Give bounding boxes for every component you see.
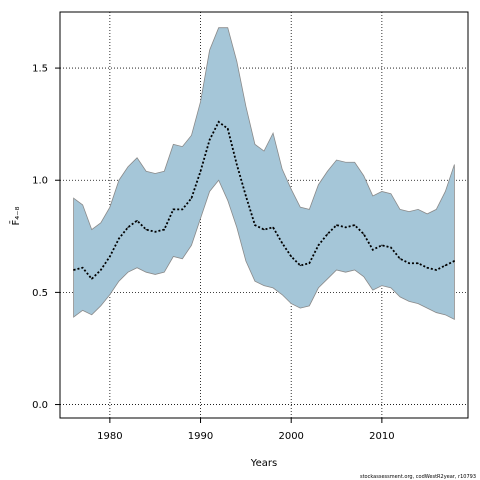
y-tick-label: 1.5	[32, 64, 48, 75]
plot-frame	[59, 11, 469, 419]
estimate-point	[290, 255, 292, 258]
x-tick-label: 2000	[278, 431, 303, 442]
y-axis: 0.0 0.5 1.0 1.5	[32, 64, 60, 411]
estimate-point	[354, 224, 356, 226]
y-tick-label: 1.0	[32, 176, 48, 187]
estimate-point	[363, 233, 365, 235]
estimate-point	[209, 139, 211, 141]
estimate-point	[227, 128, 229, 130]
estimate-point	[127, 226, 129, 228]
estimate-point	[100, 269, 102, 271]
estimate-point	[435, 269, 437, 271]
estimate-point	[308, 262, 310, 264]
x-tick-label: 2010	[369, 431, 394, 442]
estimate-point	[109, 255, 111, 258]
x-axis: 1980 1990 2000 2010	[97, 418, 395, 442]
estimate-point	[73, 269, 75, 271]
estimate-point	[372, 249, 374, 251]
estimate-point	[408, 262, 410, 264]
x-tick-label: 1980	[97, 431, 122, 442]
estimate-points	[73, 121, 455, 280]
estimate-point	[236, 163, 238, 166]
credit-text: stockassessment.org, codWestR2year, r107…	[360, 474, 476, 480]
estimate-point	[326, 233, 329, 235]
estimate-point	[254, 224, 256, 226]
y-tick-label: 0.5	[32, 288, 48, 299]
estimate-point	[263, 228, 265, 231]
estimate-point	[181, 208, 183, 210]
y-tick-label: 0.0	[32, 400, 48, 411]
estimate-point	[417, 262, 419, 264]
estimate-point	[453, 260, 455, 262]
estimate-point	[91, 278, 93, 280]
estimate-point	[381, 244, 383, 246]
estimate-point	[154, 231, 156, 233]
estimate-point	[299, 264, 301, 267]
estimate-point	[190, 197, 193, 199]
estimate-point	[145, 228, 147, 231]
estimate-point	[118, 237, 120, 240]
estimate-point	[335, 224, 338, 226]
estimate-point	[172, 208, 174, 210]
estimate-point	[218, 121, 220, 123]
estimate-point	[399, 258, 401, 260]
estimate-point	[345, 226, 347, 228]
estimate-point	[199, 170, 202, 172]
estimate-point	[317, 244, 319, 246]
estimate-point	[245, 195, 247, 197]
y-axis-title: F̄₄₋₈	[9, 206, 22, 225]
x-axis-title: Years	[250, 458, 277, 469]
estimate-point	[163, 228, 165, 231]
estimate-point	[281, 242, 283, 244]
estimate-point	[444, 264, 446, 267]
confidence-band	[73, 27, 455, 320]
estimate-point	[390, 246, 392, 249]
x-tick-label: 1990	[188, 431, 213, 442]
estimate-point	[272, 226, 274, 228]
estimate-point	[82, 267, 84, 269]
estimate-point	[136, 220, 138, 222]
estimate-point	[426, 267, 428, 269]
